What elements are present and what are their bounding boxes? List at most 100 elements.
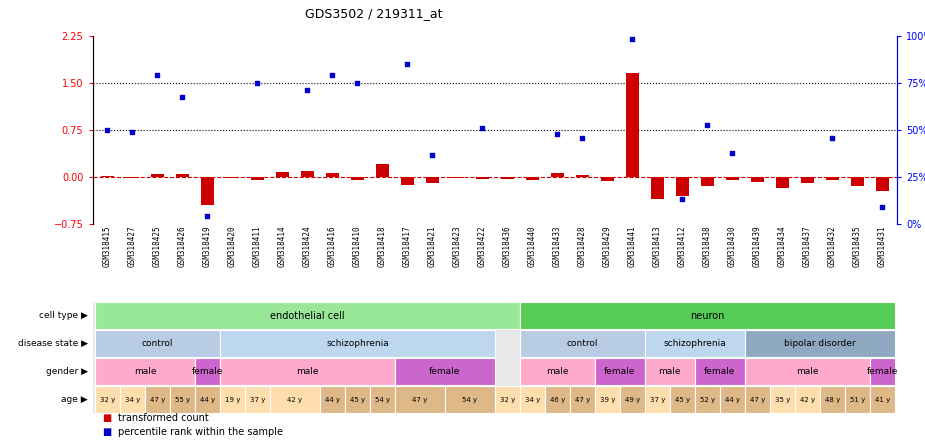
Text: male: male xyxy=(296,367,319,377)
Point xyxy=(550,131,565,138)
Bar xyxy=(870,358,894,385)
Bar xyxy=(520,302,894,329)
Point xyxy=(475,124,489,131)
Point xyxy=(350,79,364,86)
Text: GSM318416: GSM318416 xyxy=(328,226,337,267)
Bar xyxy=(95,358,195,385)
Bar xyxy=(401,177,413,185)
Bar xyxy=(520,330,645,357)
Bar xyxy=(695,386,720,413)
Bar xyxy=(870,386,894,413)
Bar xyxy=(645,358,695,385)
Bar xyxy=(495,386,520,413)
Point xyxy=(300,87,314,94)
Bar xyxy=(476,177,488,179)
Bar xyxy=(645,330,745,357)
Text: GSM318427: GSM318427 xyxy=(128,226,137,267)
Point xyxy=(125,128,140,135)
Text: male: male xyxy=(134,367,156,377)
Text: female: female xyxy=(867,367,898,377)
Bar xyxy=(345,386,370,413)
Text: 54 y: 54 y xyxy=(375,397,390,403)
Text: GSM318432: GSM318432 xyxy=(828,226,837,267)
Bar xyxy=(270,386,320,413)
Bar xyxy=(195,386,220,413)
Text: 51 y: 51 y xyxy=(850,397,865,403)
Bar xyxy=(195,358,220,385)
Text: GSM318433: GSM318433 xyxy=(553,226,561,267)
Text: GSM318411: GSM318411 xyxy=(253,226,262,267)
Bar xyxy=(277,172,289,177)
Text: GSM318420: GSM318420 xyxy=(228,226,237,267)
Text: gender ▶: gender ▶ xyxy=(46,367,88,377)
Text: transformed count: transformed count xyxy=(118,413,209,423)
Bar xyxy=(876,177,889,191)
Text: GSM318435: GSM318435 xyxy=(853,226,862,267)
Text: 44 y: 44 y xyxy=(200,397,215,403)
Text: GSM318418: GSM318418 xyxy=(378,226,387,267)
Bar xyxy=(695,358,745,385)
Text: 34 y: 34 y xyxy=(524,397,540,403)
Bar xyxy=(595,386,620,413)
Bar xyxy=(451,177,463,178)
Text: GSM318417: GSM318417 xyxy=(403,226,412,267)
Text: 34 y: 34 y xyxy=(125,397,140,403)
Text: GSM318434: GSM318434 xyxy=(778,226,787,267)
Text: 49 y: 49 y xyxy=(624,397,640,403)
Text: cell type ▶: cell type ▶ xyxy=(39,311,88,321)
Bar xyxy=(120,386,145,413)
Bar xyxy=(95,302,520,329)
Bar xyxy=(526,177,538,179)
Bar xyxy=(795,386,820,413)
Text: female: female xyxy=(191,367,223,377)
Bar xyxy=(670,386,695,413)
Text: GSM318421: GSM318421 xyxy=(428,226,437,267)
Point xyxy=(325,71,339,79)
Bar xyxy=(252,177,264,180)
Text: female: female xyxy=(604,367,635,377)
Text: GSM318439: GSM318439 xyxy=(753,226,762,267)
Text: GSM318414: GSM318414 xyxy=(278,226,287,267)
Text: 46 y: 46 y xyxy=(549,397,565,403)
Text: 37 y: 37 y xyxy=(649,397,665,403)
Text: 45 y: 45 y xyxy=(350,397,365,403)
Bar xyxy=(645,386,670,413)
Bar xyxy=(545,386,570,413)
Text: neuron: neuron xyxy=(690,311,724,321)
Text: GDS3502 / 219311_at: GDS3502 / 219311_at xyxy=(305,7,443,20)
Text: GSM318429: GSM318429 xyxy=(603,226,611,267)
Bar xyxy=(701,177,713,186)
Text: GSM318413: GSM318413 xyxy=(653,226,661,267)
Bar xyxy=(320,386,345,413)
Bar xyxy=(177,174,189,177)
Bar xyxy=(595,358,645,385)
Text: 39 y: 39 y xyxy=(599,397,615,403)
Bar xyxy=(720,386,745,413)
Bar xyxy=(601,177,613,181)
Text: GSM318412: GSM318412 xyxy=(678,226,687,267)
Text: 44 y: 44 y xyxy=(725,397,740,403)
Bar xyxy=(570,386,595,413)
Point xyxy=(725,150,740,157)
Text: GSM318424: GSM318424 xyxy=(302,226,312,267)
Bar xyxy=(220,386,245,413)
Text: 47 y: 47 y xyxy=(150,397,165,403)
Bar xyxy=(826,177,839,180)
Bar xyxy=(520,386,545,413)
Bar xyxy=(327,173,339,177)
Text: male: male xyxy=(659,367,681,377)
Text: GSM318431: GSM318431 xyxy=(878,226,887,267)
Text: 45 y: 45 y xyxy=(674,397,690,403)
Text: GSM318426: GSM318426 xyxy=(178,226,187,267)
Text: GSM318419: GSM318419 xyxy=(203,226,212,267)
Bar xyxy=(770,386,795,413)
Text: 37 y: 37 y xyxy=(250,397,265,403)
Bar xyxy=(726,177,738,180)
Bar xyxy=(220,330,495,357)
Bar xyxy=(245,386,270,413)
Bar xyxy=(426,177,438,183)
Point xyxy=(250,79,265,86)
Bar xyxy=(845,386,869,413)
Point xyxy=(400,60,414,67)
Text: female: female xyxy=(704,367,735,377)
